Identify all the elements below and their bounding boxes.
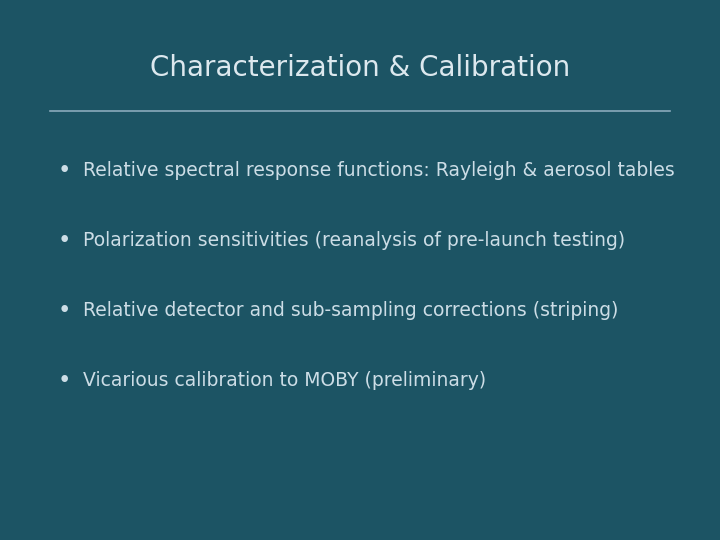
Text: •: • (58, 159, 71, 181)
Text: Polarization sensitivities (reanalysis of pre-launch testing): Polarization sensitivities (reanalysis o… (83, 231, 625, 250)
Text: •: • (58, 369, 71, 392)
Text: Relative detector and sub-sampling corrections (striping): Relative detector and sub-sampling corre… (83, 301, 618, 320)
Text: Characterization & Calibration: Characterization & Calibration (150, 53, 570, 82)
Text: •: • (58, 229, 71, 252)
Text: Relative spectral response functions: Rayleigh & aerosol tables: Relative spectral response functions: Ra… (83, 160, 675, 180)
Text: •: • (58, 299, 71, 322)
Text: Vicarious calibration to MOBY (preliminary): Vicarious calibration to MOBY (prelimina… (83, 371, 486, 390)
